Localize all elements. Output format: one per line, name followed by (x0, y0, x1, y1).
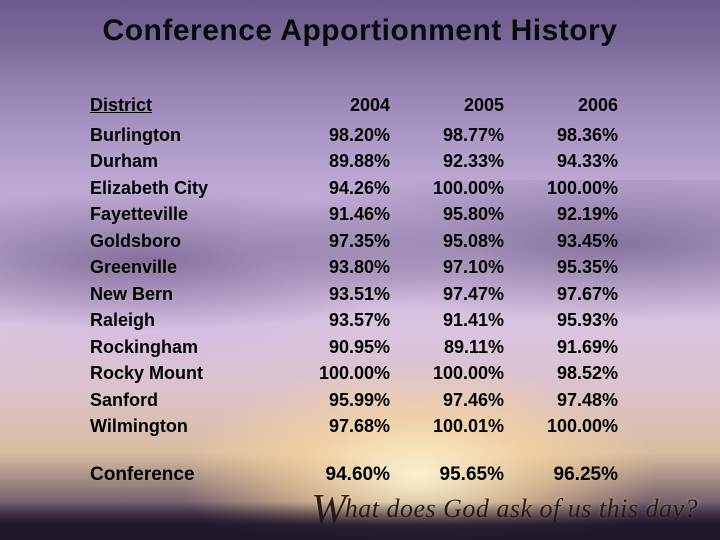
value-cell: 97.48% (518, 391, 632, 409)
table-row: Elizabeth City 94.26% 100.00% 100.00% (90, 175, 630, 202)
district-cell: New Bern (90, 285, 290, 303)
value-cell: 98.52% (518, 364, 632, 382)
district-cell: Elizabeth City (90, 179, 290, 197)
col-2004: 2004 (290, 96, 404, 114)
district-cell: Rockingham (90, 338, 290, 356)
table-row: Sanford 95.99% 97.46% 97.48% (90, 387, 630, 414)
summary-label: Conference (90, 465, 290, 484)
district-cell: Durham (90, 152, 290, 170)
district-cell: Wilmington (90, 417, 290, 435)
table-row: Wilmington 97.68% 100.01% 100.00% (90, 413, 630, 440)
value-cell: 91.41% (404, 311, 518, 329)
value-cell: 89.88% (290, 152, 404, 170)
value-cell: 95.93% (518, 311, 632, 329)
value-cell: 100.00% (404, 179, 518, 197)
value-cell: 100.00% (518, 179, 632, 197)
col-2005: 2005 (404, 96, 518, 114)
value-cell: 93.45% (518, 232, 632, 250)
tagline-capital: W (311, 486, 347, 534)
value-cell: 92.33% (404, 152, 518, 170)
table-row: Fayetteville 91.46% 95.80% 92.19% (90, 201, 630, 228)
district-cell: Greenville (90, 258, 290, 276)
value-cell: 100.00% (404, 364, 518, 382)
value-cell: 97.68% (290, 417, 404, 435)
value-cell: 98.20% (290, 126, 404, 144)
table-row: Durham 89.88% 92.33% 94.33% (90, 148, 630, 175)
value-cell: 89.11% (404, 338, 518, 356)
table-row: Raleigh 93.57% 91.41% 95.93% (90, 307, 630, 334)
tagline: What does God ask of us this day? (311, 480, 698, 528)
value-cell: 95.35% (518, 258, 632, 276)
value-cell: 97.47% (404, 285, 518, 303)
table-row: Goldsboro 97.35% 95.08% 93.45% (90, 228, 630, 255)
value-cell: 93.51% (290, 285, 404, 303)
tagline-rest: hat does God ask of us this day? (345, 494, 698, 523)
value-cell: 95.99% (290, 391, 404, 409)
value-cell: 93.80% (290, 258, 404, 276)
table-row: New Bern 93.51% 97.47% 97.67% (90, 281, 630, 308)
page-title: Conference Apportionment History (0, 14, 720, 48)
value-cell: 100.01% (404, 417, 518, 435)
value-cell: 100.00% (290, 364, 404, 382)
value-cell: 97.35% (290, 232, 404, 250)
district-cell: Sanford (90, 391, 290, 409)
value-cell: 98.77% (404, 126, 518, 144)
value-cell: 91.46% (290, 205, 404, 223)
col-2006: 2006 (518, 96, 632, 114)
value-cell: 90.95% (290, 338, 404, 356)
district-cell: Raleigh (90, 311, 290, 329)
col-district: District (90, 96, 290, 114)
value-cell: 97.46% (404, 391, 518, 409)
value-cell: 91.69% (518, 338, 632, 356)
table-row: Greenville 93.80% 97.10% 95.35% (90, 254, 630, 281)
district-cell: Goldsboro (90, 232, 290, 250)
table-header-row: District 2004 2005 2006 (90, 92, 630, 119)
value-cell: 98.36% (518, 126, 632, 144)
table-row: Rockingham 90.95% 89.11% 91.69% (90, 334, 630, 361)
value-cell: 94.26% (290, 179, 404, 197)
value-cell: 97.67% (518, 285, 632, 303)
table-row: Burlington 98.20% 98.77% 98.36% (90, 122, 630, 149)
value-cell: 94.33% (518, 152, 632, 170)
district-cell: Burlington (90, 126, 290, 144)
value-cell: 95.08% (404, 232, 518, 250)
table-row: Rocky Mount 100.00% 100.00% 98.52% (90, 360, 630, 387)
value-cell: 92.19% (518, 205, 632, 223)
district-cell: Fayetteville (90, 205, 290, 223)
value-cell: 95.80% (404, 205, 518, 223)
value-cell: 100.00% (518, 417, 632, 435)
district-cell: Rocky Mount (90, 364, 290, 382)
value-cell: 93.57% (290, 311, 404, 329)
apportionment-table: District 2004 2005 2006 Burlington 98.20… (90, 92, 630, 488)
value-cell: 97.10% (404, 258, 518, 276)
